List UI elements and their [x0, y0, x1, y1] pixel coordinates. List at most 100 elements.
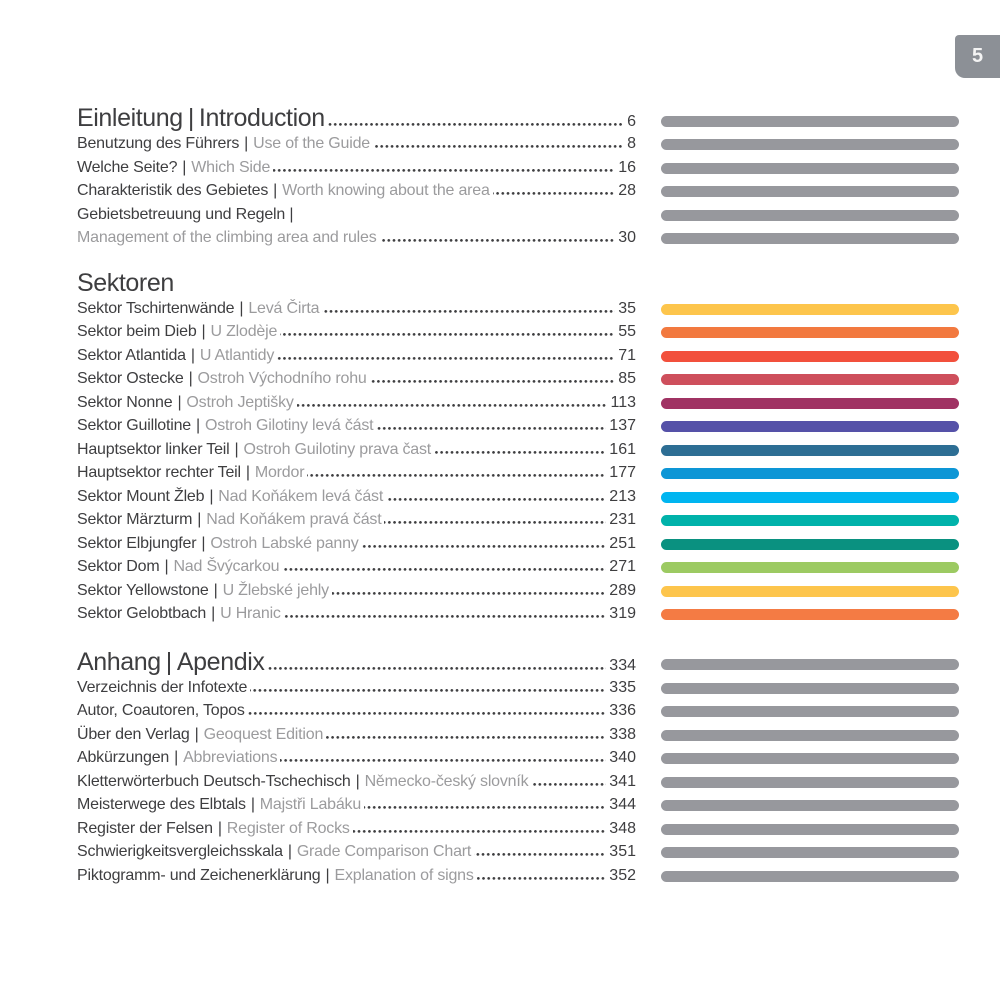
entry-title-secondary: Explanation of signs	[334, 866, 474, 884]
entry-title-secondary: U Zlodèje	[210, 323, 278, 340]
toc-entry-text: Sektor Guillotine | Ostroh Gilotiny levá č…	[77, 414, 636, 438]
title-separator: |	[209, 487, 214, 505]
entry-color-bar	[661, 233, 959, 245]
entry-color-bar	[661, 374, 959, 386]
entry-title-secondary: Majstři Labáku	[259, 796, 362, 813]
entry-title-primary: Sektor Dom	[77, 558, 160, 575]
leader-dots	[331, 591, 607, 595]
title-separator: |	[355, 772, 360, 790]
toc-entry-row: Sektor Nonne | Ostroh Jeptišky 113	[77, 391, 959, 415]
toc-entry-row: Sektor Atlantida | U Atlantidy 71	[77, 344, 959, 368]
toc-entry-row: Charakteristik des Gebietes | Worth knowin…	[77, 179, 959, 203]
entry-title-primary: Charakteristik des Gebietes	[77, 182, 269, 199]
toc-entry-row: Sektor Mount Žleb | Nad Koňákem levá část 2…	[77, 485, 959, 509]
section-heading-text: Einleitung | Introduction 6	[77, 104, 636, 136]
entry-title-primary: Einleitung	[77, 104, 183, 132]
toc-entry-text: Sektor Gelobtbach | U Hranic 319	[77, 602, 636, 626]
entry-title-primary: Sektor Gelobtbach	[77, 605, 207, 622]
entry-title-primary: Abkürzungen	[77, 749, 170, 766]
entry-title-secondary: Ostroh Východního rohu	[197, 370, 367, 387]
title-separator: |	[188, 370, 193, 387]
leader-dots	[273, 168, 616, 172]
toc-entry-row: Sektor Gelobtbach | U Hranic 319	[77, 602, 959, 626]
entry-page-number: 251	[609, 534, 636, 552]
title-separator: |	[196, 417, 200, 434]
section-anhang: Anhang | Apendix 334 Verzeichnis der Infotex…	[77, 648, 959, 888]
entry-page-number: 71	[618, 346, 636, 364]
entry-page-number: 289	[609, 581, 636, 599]
toc-heading-row: Anhang | Apendix 334	[77, 648, 959, 676]
title-separator: |	[213, 581, 218, 599]
leader-dots	[250, 688, 607, 692]
entry-color-bar	[661, 538, 959, 550]
toc-entry-text: Sektor Mount Žleb | Nad Koňákem levá část 2…	[77, 485, 636, 509]
entry-color-bar	[661, 515, 959, 527]
entry-title-secondary: Which Side	[191, 158, 271, 176]
page-number-badge: 5	[955, 35, 1000, 78]
toc-entry-text: Sektor beim Dieb | U Zlodèje 55	[77, 320, 636, 344]
toc-entry-row: Management of the climbing area and rule…	[77, 226, 959, 250]
entry-page-number: 55	[618, 323, 636, 340]
entry-title-secondary: Ostroh Jeptišky	[186, 393, 294, 411]
entry-title-secondary: Introduction	[198, 104, 325, 132]
entry-color-bar	[661, 115, 959, 127]
toc-heading-row: Sektoren	[77, 269, 959, 297]
entry-title-secondary: U Hranic	[220, 605, 281, 622]
title-separator: |	[177, 393, 182, 411]
title-separator: |	[201, 534, 206, 552]
leader-dots	[369, 380, 616, 383]
entry-page-number: 335	[609, 678, 636, 696]
entry-color-bar	[661, 139, 959, 151]
entry-title-secondary: Geoquest Edition	[203, 725, 324, 743]
toc-entry-text: Meisterwege des Elbtals | Majstři Labáku 34…	[77, 793, 636, 817]
entry-color-bar	[661, 776, 959, 788]
toc-entry-row: Piktogramm- und Zeichenerklärung | Explana…	[77, 864, 959, 888]
entry-title-primary: Gebietsbetreuung und Regeln |	[77, 205, 294, 223]
entry-title-primary: Benutzung des Führers	[77, 135, 240, 152]
toc-entry-text: Sektor Ostecke | Ostroh Východního rohu 85	[77, 367, 636, 391]
toc-entry-text: Abkürzungen | Abbreviations 340	[77, 746, 636, 770]
title-separator: |	[197, 511, 202, 528]
toc-entry-text: Hauptsektor linker Teil | Ostroh Guilotiny…	[77, 438, 636, 462]
title-separator: |	[273, 182, 278, 199]
toc-entry-text: Schwierigkeitsvergleichsskala | Grade Comp…	[77, 840, 636, 864]
title-separator: |	[250, 796, 255, 813]
title-separator: |	[190, 346, 195, 364]
leader-dots	[326, 735, 607, 739]
entry-title-secondary: Ostroh Labské panny	[210, 534, 359, 552]
entry-title-secondary: Apendix	[176, 647, 265, 676]
entry-title-secondary: Levá Čirta	[248, 299, 320, 317]
entry-title-secondary: Ostroh Gilotiny levá část	[204, 417, 374, 434]
leader-dots	[322, 309, 616, 313]
toc-entry-row: Welche Seite? | Which Side 16	[77, 156, 959, 180]
title-separator: |	[325, 866, 330, 884]
entry-title-secondary: Německo-český slovník	[364, 772, 529, 790]
entry-color-bar	[661, 682, 959, 694]
toc-entry-row: Sektor Elbjungfer | Ostroh Labské panny 251	[77, 532, 959, 556]
entry-title-secondary: Management of the climbing area and rule…	[77, 229, 377, 246]
entry-color-bar	[661, 491, 959, 503]
leader-dots	[379, 239, 616, 242]
leader-dots	[474, 853, 607, 856]
entry-page-number: 177	[609, 464, 636, 481]
title-separator: |	[244, 135, 249, 152]
toc-entry-text: Gebietsbetreuung und Regeln |	[77, 203, 636, 227]
section-heading-text: Anhang | Apendix 334	[77, 648, 636, 680]
toc-entry-text: Sektor Elbjungfer | Ostroh Labské panny 251	[77, 532, 636, 556]
entry-title-primary: Sektor beim Dieb	[77, 323, 197, 340]
entry-title-primary: Sektor Elbjungfer	[77, 534, 197, 552]
entry-color-bar	[661, 468, 959, 480]
entry-title-secondary: Mordor	[254, 464, 305, 481]
entry-color-bar	[661, 186, 959, 198]
toc-entry-text: Sektor Tschirtenwände | Levá Čirta 35	[77, 297, 636, 321]
leader-dots	[372, 145, 625, 148]
entry-page-number: 113	[610, 393, 636, 411]
leader-dots	[283, 615, 607, 618]
entry-color-bar	[661, 303, 959, 315]
toc-entry-row: Hauptsektor rechter Teil | Mordor 177	[77, 461, 959, 485]
entry-title-primary: Autor, Coautoren, Topos	[77, 702, 245, 719]
entry-page-number: 30	[618, 229, 636, 246]
toc-entry-row: Kletterwörterbuch Deutsch-Tschechisch | Ně…	[77, 770, 959, 794]
toc-entry-row: Sektor Yellowstone | U Žlebské jehly 289	[77, 579, 959, 603]
toc-entry-text: Über den Verlag | Geoquest Edition 338	[77, 723, 636, 747]
